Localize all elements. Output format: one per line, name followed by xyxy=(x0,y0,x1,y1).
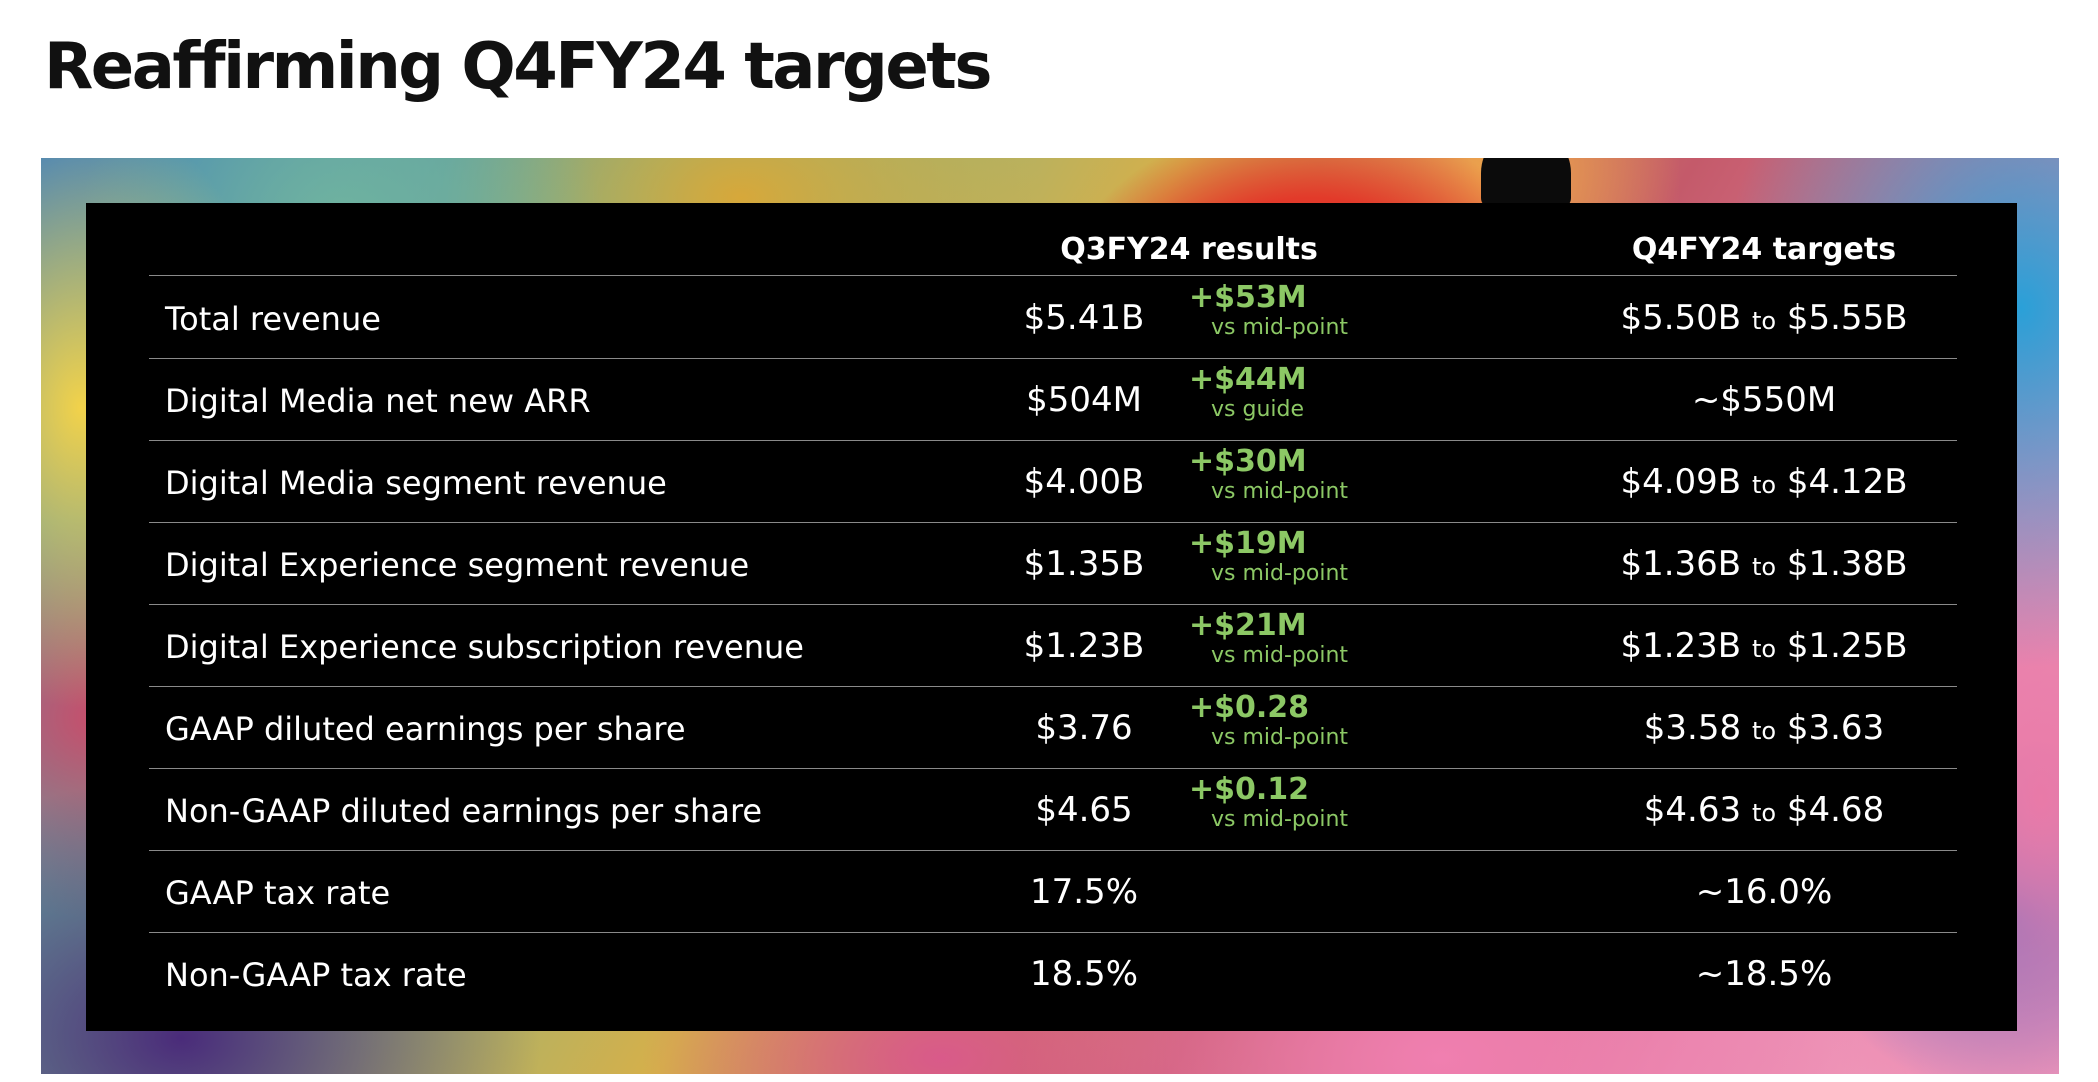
target-single: ~18.5% xyxy=(1695,954,1833,994)
table-row: Total revenue $5.41B +$53M vs mid-point $… xyxy=(149,277,1957,359)
targets-table: Q3FY24 results Q4FY24 targets Total reve… xyxy=(86,203,2017,1031)
beat-indicator: +$21M vs mid-point xyxy=(1189,609,1348,669)
metric-label: Non-GAAP diluted earnings per share xyxy=(165,792,763,830)
beat-indicator: +$44M vs guide xyxy=(1189,363,1307,423)
beat-note: vs mid-point xyxy=(1211,315,1349,340)
q4-target-range: $1.36B to $1.38B xyxy=(1609,543,1919,588)
q4-target-range: $5.50B to $5.55B xyxy=(1609,297,1919,342)
range-separator: to xyxy=(1751,471,1777,499)
beat-note: vs mid-point xyxy=(1211,725,1349,750)
range-separator: to xyxy=(1751,717,1777,745)
range-separator: to xyxy=(1751,553,1777,581)
table-row: Digital Media segment revenue $4.00B +$30… xyxy=(149,441,1957,523)
q3-result-value: $4.65 xyxy=(1035,790,1133,830)
page-title: Reaffirming Q4FY24 targets xyxy=(44,30,992,104)
artwork-shape xyxy=(1481,158,1571,208)
beat-note: vs mid-point xyxy=(1211,643,1349,668)
beat-note: vs mid-point xyxy=(1211,561,1349,586)
target-low: $1.23B xyxy=(1620,626,1742,666)
table-row: GAAP diluted earnings per share $3.76 +$0… xyxy=(149,687,1957,769)
target-high: $5.55B xyxy=(1786,298,1908,338)
target-high: $3.63 xyxy=(1786,708,1885,748)
q3-result-value: $1.35B xyxy=(1023,544,1145,584)
q3-result-value: $504M xyxy=(1026,380,1142,420)
metric-label: Non-GAAP tax rate xyxy=(165,956,467,994)
beat-indicator: +$0.12 vs mid-point xyxy=(1189,773,1348,833)
table-row: Digital Media net new ARR $504M +$44M vs … xyxy=(149,359,1957,441)
beat-amount: +$44M xyxy=(1189,362,1307,397)
target-low: $1.36B xyxy=(1620,544,1742,584)
metric-label: Digital Media segment revenue xyxy=(165,464,667,502)
range-separator: to xyxy=(1751,799,1777,827)
beat-indicator: +$19M vs mid-point xyxy=(1189,527,1348,587)
q4-target-value: ~16.0% xyxy=(1609,871,1919,913)
target-high: $4.68 xyxy=(1786,790,1885,830)
table-row: Non-GAAP tax rate 18.5% ~18.5% xyxy=(149,933,1957,1014)
beat-amount: +$30M xyxy=(1189,444,1307,479)
metric-label: Digital Experience segment revenue xyxy=(165,546,750,584)
q3-result-value: $5.41B xyxy=(1023,298,1145,338)
beat-amount: +$21M xyxy=(1189,608,1307,643)
column-header-q4-targets: Q4FY24 targets xyxy=(1631,232,1897,267)
q4-target-range: $3.58 to $3.63 xyxy=(1609,707,1919,752)
beat-note: vs mid-point xyxy=(1211,807,1349,832)
table-body: Total revenue $5.41B +$53M vs mid-point $… xyxy=(149,277,1957,1014)
q4-target-range: $1.23B to $1.25B xyxy=(1609,625,1919,670)
metric-label: GAAP diluted earnings per share xyxy=(165,710,686,748)
target-high: $1.38B xyxy=(1786,544,1908,584)
table-row: Digital Experience segment revenue $1.35B… xyxy=(149,523,1957,605)
q4-target-value: ~$550M xyxy=(1609,379,1919,421)
target-low: $4.09B xyxy=(1620,462,1742,502)
metric-label: Digital Experience subscription revenue xyxy=(165,628,804,666)
beat-note: vs mid-point xyxy=(1211,479,1349,504)
q4-target-range: $4.09B to $4.12B xyxy=(1609,461,1919,506)
target-high: $1.25B xyxy=(1786,626,1908,666)
column-header-q3-results: Q3FY24 results xyxy=(1060,232,1318,267)
table-row: Digital Experience subscription revenue $… xyxy=(149,605,1957,687)
metric-label: GAAP tax rate xyxy=(165,874,391,912)
beat-indicator: +$0.28 vs mid-point xyxy=(1189,691,1348,751)
table-row: Non-GAAP diluted earnings per share $4.65… xyxy=(149,769,1957,851)
range-separator: to xyxy=(1751,635,1777,663)
beat-amount: +$0.12 xyxy=(1189,772,1310,807)
beat-amount: +$19M xyxy=(1189,526,1307,561)
q3-result-value: 18.5% xyxy=(1029,954,1138,994)
target-low: $4.63 xyxy=(1643,790,1742,830)
target-single: ~16.0% xyxy=(1695,872,1833,912)
q4-target-value: ~18.5% xyxy=(1609,953,1919,995)
table-row: GAAP tax rate 17.5% ~16.0% xyxy=(149,851,1957,933)
q3-result-value: $3.76 xyxy=(1035,708,1133,748)
target-low: $5.50B xyxy=(1620,298,1742,338)
range-separator: to xyxy=(1751,307,1777,335)
target-single: ~$550M xyxy=(1691,380,1837,420)
beat-amount: +$53M xyxy=(1189,280,1307,315)
beat-note: vs guide xyxy=(1211,397,1304,422)
q3-result-value: $1.23B xyxy=(1023,626,1145,666)
beat-indicator: +$53M vs mid-point xyxy=(1189,281,1348,341)
target-low: $3.58 xyxy=(1643,708,1742,748)
target-high: $4.12B xyxy=(1786,462,1908,502)
beat-indicator: +$30M vs mid-point xyxy=(1189,445,1348,505)
beat-amount: +$0.28 xyxy=(1189,690,1310,725)
q4-target-range: $4.63 to $4.68 xyxy=(1609,789,1919,834)
q3-result-value: $4.00B xyxy=(1023,462,1145,502)
table-header: Q3FY24 results Q4FY24 targets xyxy=(149,229,1957,276)
metric-label: Digital Media net new ARR xyxy=(165,382,591,420)
metric-label: Total revenue xyxy=(165,300,381,338)
q3-result-value: 17.5% xyxy=(1029,872,1138,912)
